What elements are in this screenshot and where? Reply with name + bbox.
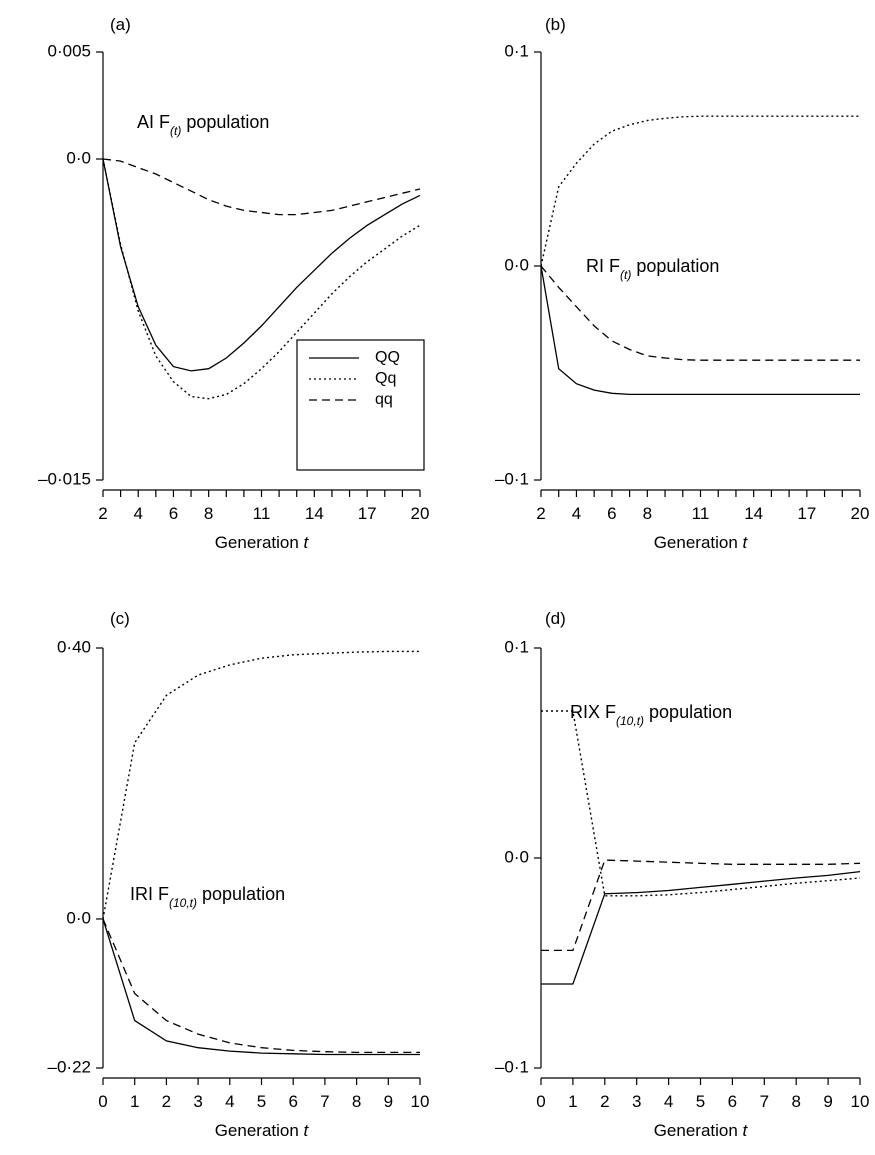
x-tick-label: 17 [797, 504, 816, 523]
x-axis-title: Generation t [215, 1121, 310, 1140]
y-tick-label: –0·22 [48, 1057, 91, 1076]
x-tick-label: 3 [632, 1092, 641, 1111]
panel-b: (b) 0·1 0·0 –0·1 2 4 6 8 11 14 17 20 Generation t RI … [495, 15, 869, 552]
x-tick-label: 6 [169, 504, 178, 523]
panel-c: (c) 0·40 0·0 –0·22 0 1 2 3 4 5 6 7 8 9 10 Generation t I… [48, 609, 430, 1140]
legend: QQ Qq qq [296, 339, 425, 471]
x-tick-label: 8 [352, 1092, 361, 1111]
series-line-QQ [102, 918, 420, 1056]
x-tick-label: 14 [744, 504, 763, 523]
x-tick-label: 5 [257, 1092, 266, 1111]
panel-label: (b) [545, 15, 566, 34]
x-tick-label: 4 [133, 504, 142, 523]
y-tick-label: 0·0 [504, 847, 529, 866]
series-line-QQ [102, 158, 421, 372]
x-tick-label: 17 [358, 504, 377, 523]
y-tick-label: 0·005 [48, 41, 91, 60]
series-line-QQ [540, 265, 860, 396]
x-tick-label: 0 [98, 1092, 107, 1111]
x-tick-label: 6 [607, 504, 616, 523]
x-tick-label: 20 [851, 504, 870, 523]
panel-a: (a) 0·005 0·0 –0·015 2 4 6 8 11 14 17 20 Generation … [38, 15, 429, 552]
y-tick-label: –0·1 [495, 1057, 529, 1076]
panel-label: (a) [110, 15, 131, 34]
y-tick-label: –0·1 [495, 469, 529, 488]
x-tick-label: 1 [130, 1092, 139, 1111]
x-tick-label: 1 [568, 1092, 577, 1111]
x-tick-label: 8 [204, 504, 213, 523]
x-tick-label: 10 [851, 1092, 870, 1111]
legend-label: qq [375, 391, 393, 408]
legend-box [296, 339, 425, 471]
panel-d: (d) 0·1 0·0 –0·1 0 1 2 3 4 5 6 7 8 9 10 Generation t RIX… [495, 609, 869, 1140]
x-tick-label: 2 [162, 1092, 171, 1111]
series-line-qq [540, 265, 860, 361]
panel-annotation: RIX F(10,t) population [570, 702, 732, 728]
y-tick-label: 0·0 [504, 255, 529, 274]
series-line-QQ [541, 870, 861, 985]
x-tick-label: 2 [536, 504, 545, 523]
x-tick-label: 8 [643, 504, 652, 523]
series-line-qq [102, 918, 420, 1054]
y-tick-label: 0·1 [504, 637, 529, 656]
x-axis-title: Generation t [215, 533, 310, 552]
x-tick-label: 14 [305, 504, 324, 523]
y-tick-label: 0·0 [66, 148, 91, 167]
x-tick-label: 11 [253, 504, 271, 523]
x-tick-label: 2 [600, 1092, 609, 1111]
x-tick-label: 0 [536, 1092, 545, 1111]
series-line-Qq [102, 650, 420, 920]
panel-label: (d) [545, 609, 566, 628]
panel-label: (c) [110, 609, 130, 628]
panel-annotation: AI F(t) population [137, 112, 269, 138]
x-tick-label: 5 [696, 1092, 705, 1111]
x-tick-label: 6 [728, 1092, 737, 1111]
panel-annotation: RI F(t) population [586, 256, 719, 282]
x-tick-label: 2 [98, 504, 107, 523]
x-tick-label: 3 [193, 1092, 202, 1111]
legend-label: Qq [375, 370, 396, 387]
x-tick-label: 4 [664, 1092, 673, 1111]
x-tick-label: 4 [572, 504, 581, 523]
x-axis-title: Generation t [654, 533, 749, 552]
x-tick-label: 10 [411, 1092, 430, 1111]
x-tick-label: 7 [760, 1092, 769, 1111]
x-tick-label: 11 [692, 504, 710, 523]
series-line-qq [541, 859, 861, 952]
y-tick-label: –0·015 [38, 469, 91, 488]
x-axis-title: Generation t [654, 1121, 749, 1140]
x-tick-label: 20 [411, 504, 430, 523]
legend-label: QQ [375, 349, 400, 366]
series-line-Qq [541, 710, 861, 897]
y-tick-label: 0·1 [504, 41, 529, 60]
x-tick-label: 7 [320, 1092, 329, 1111]
panel-annotation: IRI F(10,t) population [130, 884, 285, 910]
x-tick-label: 6 [288, 1092, 297, 1111]
x-tick-label: 4 [225, 1092, 234, 1111]
y-tick-label: 0·0 [66, 908, 91, 927]
series-line-Qq [540, 115, 860, 267]
x-tick-label: 9 [823, 1092, 832, 1111]
x-tick-label: 9 [384, 1092, 393, 1111]
series-line-qq [102, 158, 421, 216]
y-tick-label: 0·40 [57, 637, 91, 656]
x-tick-label: 8 [791, 1092, 800, 1111]
